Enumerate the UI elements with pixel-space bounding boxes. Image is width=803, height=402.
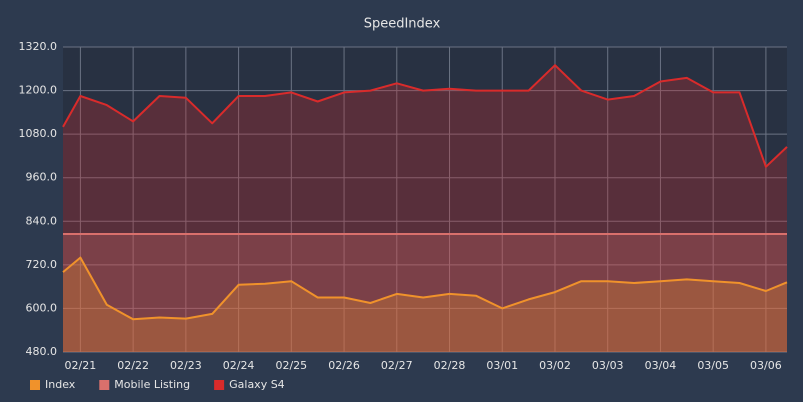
x-tick-label: 03/06 bbox=[750, 359, 782, 372]
legend-label: Mobile Listing bbox=[114, 378, 190, 391]
legend-swatch bbox=[99, 380, 110, 390]
y-tick-label: 960.0 bbox=[26, 171, 58, 184]
y-tick-label: 840.0 bbox=[26, 214, 58, 227]
y-tick-label: 1320.0 bbox=[19, 40, 58, 53]
x-tick-label: 03/02 bbox=[539, 359, 571, 372]
x-tick-label: 02/23 bbox=[170, 359, 202, 372]
x-tick-label: 03/03 bbox=[592, 359, 624, 372]
y-tick-label: 1200.0 bbox=[19, 84, 58, 97]
x-tick-label: 02/25 bbox=[275, 359, 307, 372]
legend-swatch bbox=[30, 380, 40, 390]
x-tick-label: 02/28 bbox=[434, 359, 466, 372]
y-tick-label: 720.0 bbox=[26, 258, 58, 271]
series-area bbox=[63, 234, 787, 352]
x-tick-label: 02/22 bbox=[117, 359, 149, 372]
x-tick-label: 03/05 bbox=[697, 359, 729, 372]
series-line bbox=[62, 256, 788, 321]
y-tick-label: 600.0 bbox=[26, 301, 58, 314]
y-tick-label: 1080.0 bbox=[19, 127, 58, 140]
x-tick-label: 03/01 bbox=[486, 359, 518, 372]
legend-swatch bbox=[214, 380, 225, 390]
x-tick-label: 02/26 bbox=[328, 359, 360, 372]
legend-label: Galaxy S4 bbox=[229, 378, 285, 391]
x-tick-label: 02/27 bbox=[381, 359, 413, 372]
x-tick-label: 02/21 bbox=[65, 359, 97, 372]
chart-title: SpeedIndex bbox=[364, 17, 441, 32]
x-tick-label: 03/04 bbox=[645, 359, 677, 372]
legend-label: Index bbox=[45, 378, 76, 391]
series-line bbox=[62, 64, 788, 168]
x-tick-label: 02/24 bbox=[223, 359, 255, 372]
y-tick-label: 480.0 bbox=[26, 345, 58, 358]
